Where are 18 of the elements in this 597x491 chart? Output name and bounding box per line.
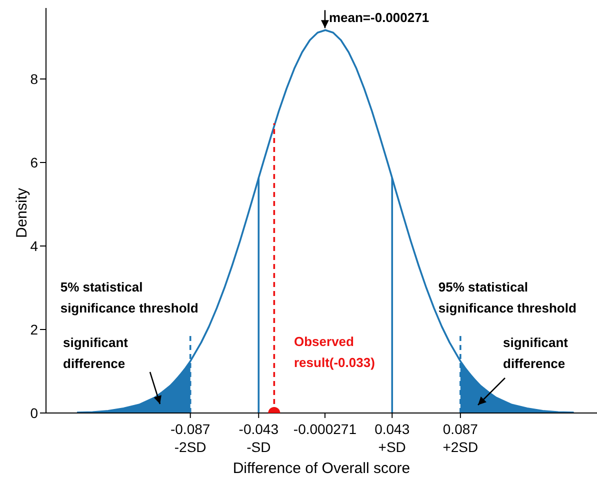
y-tick-label: 4 bbox=[30, 238, 38, 254]
annotation: 95% statistical significance threshold bbox=[438, 280, 576, 316]
y-tick-label: 2 bbox=[30, 321, 38, 338]
annotation: mean=-0.000271 bbox=[328, 10, 430, 26]
x-tick-label: 0.043 +SD bbox=[374, 421, 410, 455]
x-tick-label: 0.087 +2SD bbox=[442, 421, 478, 455]
x-tick-label: -0.043 -SD bbox=[238, 421, 279, 455]
y-axis-title: Density bbox=[14, 188, 30, 238]
y-tick-label: 8 bbox=[30, 70, 38, 87]
annotation: significant difference bbox=[503, 335, 569, 371]
x-axis-title: Difference of Overall score bbox=[232, 460, 410, 477]
annotation: significant difference bbox=[63, 335, 129, 371]
y-tick-label: 6 bbox=[30, 154, 38, 170]
annotation: 5% statistical significance threshold bbox=[60, 280, 198, 316]
annotation: Observed result(-0.033) bbox=[294, 334, 375, 370]
x-tick-label: -0.087 -2SD bbox=[170, 421, 210, 455]
y-tick-label: 0 bbox=[30, 404, 38, 421]
x-tick-label: -0.000271 bbox=[293, 421, 357, 437]
